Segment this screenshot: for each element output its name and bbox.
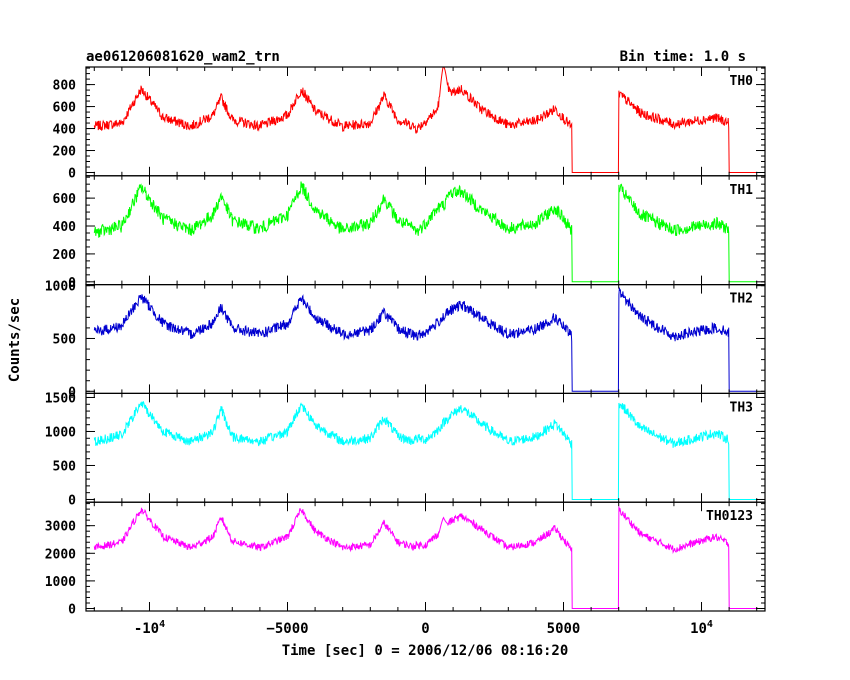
panel-th0123: 0 1000 2000 3000 TH0123 (45, 501, 766, 618)
panel-label: TH0123 (706, 509, 753, 524)
y-tick-label: 3000 (45, 520, 76, 535)
y-tick-label: 800 (53, 79, 77, 94)
y-ticks: 0 200 400 600 800 (53, 67, 765, 182)
y-tick-label: 500 (53, 332, 77, 347)
series-th0123 (93, 506, 757, 609)
panel-frame (85, 284, 766, 395)
x-tick-label: -104 (134, 619, 165, 637)
panel-frame (85, 501, 766, 612)
y-tick-label: 1000 (45, 280, 76, 295)
x-ticks (93, 67, 758, 176)
panel-th0: 0 200 400 600 800 TH0 (53, 66, 766, 182)
panel-th2: 0 500 1000 TH2 (45, 280, 766, 400)
x-tick-exponent: 4 (707, 619, 713, 630)
x-ticks (93, 393, 758, 503)
y-tick-label: 600 (53, 101, 77, 116)
y-axis-label: Counts/sec (7, 298, 23, 382)
y-tick-label: 0 (68, 167, 76, 182)
panel-label: TH3 (730, 400, 753, 415)
panel-label: TH1 (730, 183, 754, 198)
x-ticks (93, 175, 758, 285)
y-tick-label: 0 (68, 493, 76, 508)
x-axis-label: Time [sec] 0 = 2006/12/06 08:16:20 (282, 643, 569, 659)
y-ticks: 0 500 1000 1500 (45, 391, 765, 508)
series-th1 (93, 181, 757, 283)
panel-frame (85, 392, 766, 503)
y-tick-label: 400 (53, 123, 77, 138)
series-th3 (93, 400, 757, 500)
x-tick-exponent: 4 (159, 619, 165, 630)
y-tick-label: 1000 (45, 575, 76, 590)
y-tick-label: 0 (68, 276, 76, 291)
series-th2 (93, 287, 757, 392)
y-tick-label: 400 (53, 220, 77, 235)
y-ticks: 0 500 1000 (45, 280, 765, 400)
y-tick-label: 0 (68, 385, 76, 400)
y-tick-label: 1500 (45, 391, 76, 406)
y-tick-label: 600 (53, 192, 77, 207)
panel-th3: 0 500 1000 1500 TH3 (45, 391, 766, 508)
y-tick-label: 1000 (45, 425, 76, 440)
y-ticks: 0 200 400 600 (53, 176, 765, 291)
panel-label: TH2 (730, 292, 753, 307)
y-ticks: 0 1000 2000 3000 (45, 503, 765, 618)
panel-th1: 0 200 400 600 TH1 (53, 175, 766, 291)
panel-label: TH0 (730, 74, 754, 89)
series-th0 (93, 66, 757, 173)
x-tick-label: 0 (421, 621, 429, 637)
x-tick-label: −5000 (266, 621, 308, 637)
y-tick-label: 0 (68, 603, 76, 618)
y-tick-label: 500 (53, 459, 77, 474)
y-tick-label: 200 (53, 145, 77, 160)
y-tick-label: 200 (53, 248, 77, 263)
x-tick-label: 5000 (547, 621, 581, 637)
x-ticks (93, 502, 758, 611)
x-ticks (93, 284, 758, 394)
x-tick-label: 104 (690, 619, 713, 637)
y-tick-label: 2000 (45, 547, 76, 562)
chart-title: ae061206081620_wam2_trn (86, 49, 280, 65)
chart-subtitle: Bin time: 1.0 s (620, 49, 746, 65)
